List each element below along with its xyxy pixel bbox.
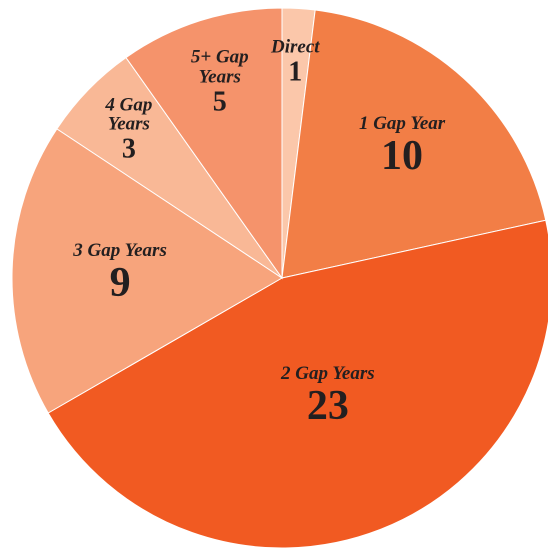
value-label: 3: [121, 133, 136, 165]
value-label: 23: [306, 383, 349, 430]
category-name: 3 Gap Years: [73, 239, 167, 261]
pie-slice: [125, 7, 283, 280]
value-label: 5: [212, 86, 227, 118]
slice-label: Direct 1: [265, 36, 325, 88]
slice-label: 1 Gap Year 10: [337, 114, 467, 178]
pie-slice: [11, 128, 283, 414]
slice-label: 5+ Gap Years 5: [185, 46, 255, 118]
value-label: 1: [288, 56, 303, 88]
category-name: Direct: [271, 36, 320, 58]
category-name: 5+ Gap Years: [190, 46, 249, 88]
pie-slice: [47, 219, 548, 548]
category-name: 1 Gap Year: [358, 113, 446, 135]
value-label: 9: [109, 259, 131, 306]
pie-slice: [281, 9, 547, 279]
slice-label: 3 Gap Years 9: [50, 241, 190, 305]
category-name: 2 Gap Years: [281, 363, 375, 385]
value-label: 10: [381, 133, 424, 180]
slice-label: 2 Gap Years 23: [248, 364, 408, 428]
slice-label: 4 Gap Years 3: [99, 93, 159, 165]
category-name: 4 Gap Years: [105, 93, 153, 135]
